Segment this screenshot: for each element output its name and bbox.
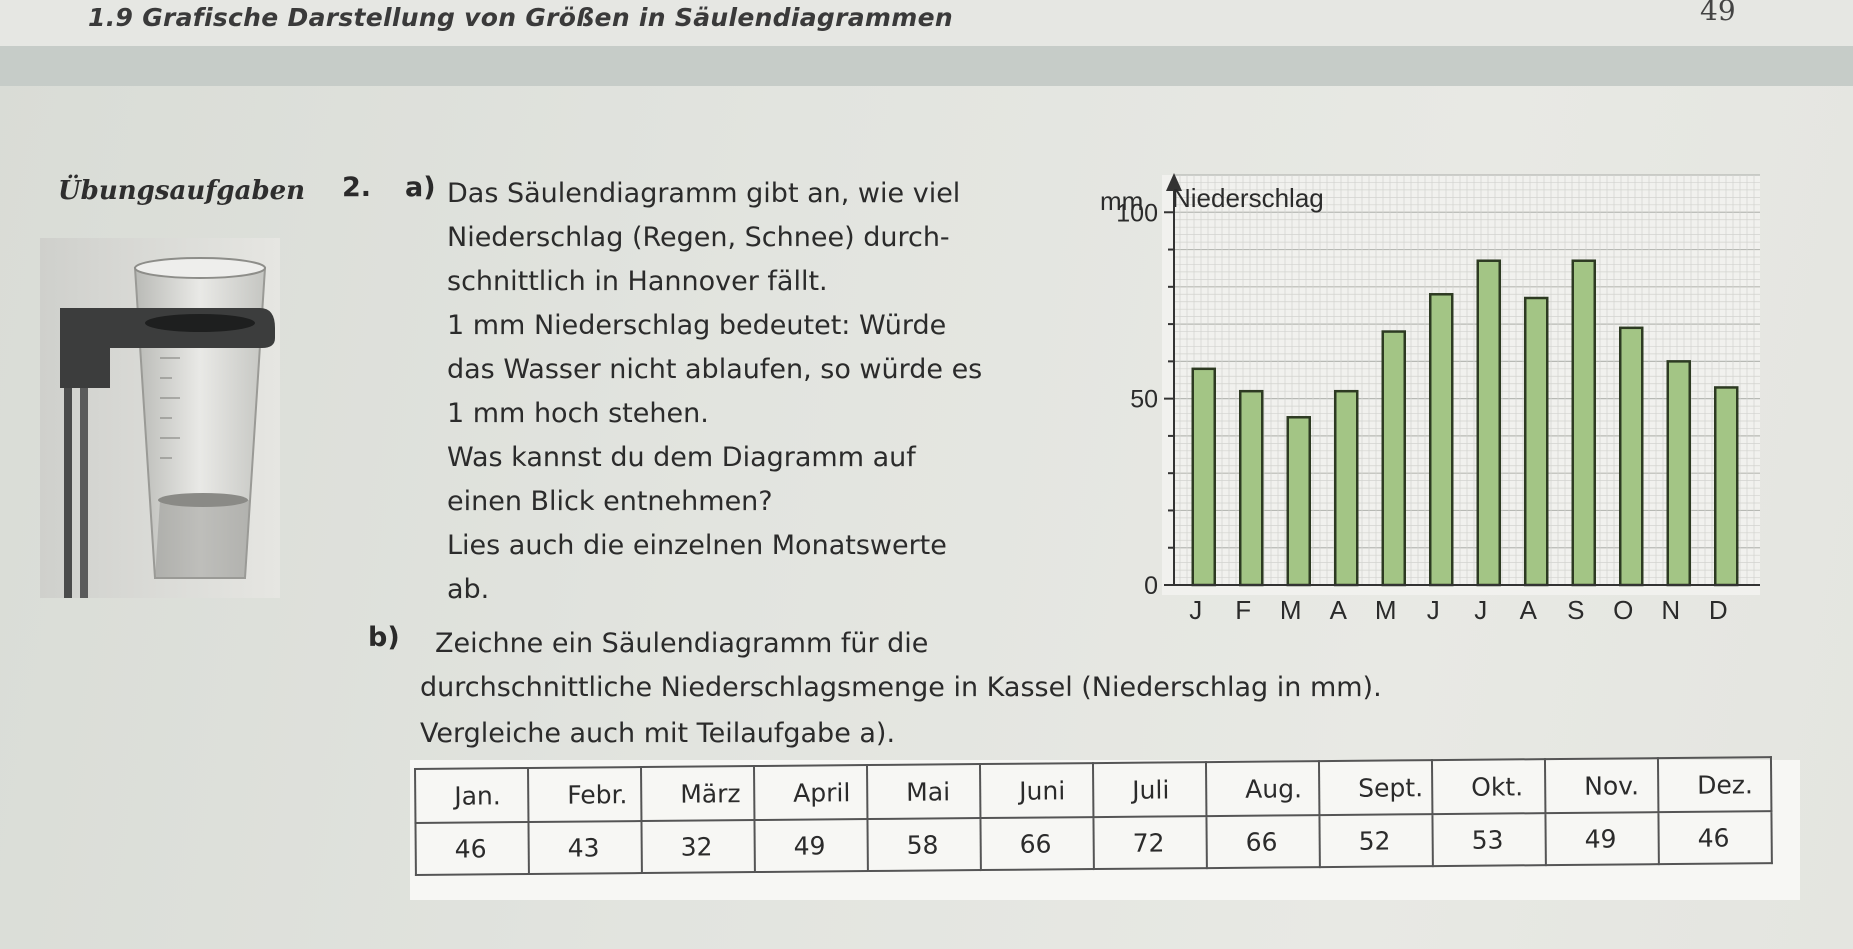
task-a-text: Das Säulendiagramm gibt an, wie viel Nie… (447, 172, 1027, 612)
exercises-label: Übungsaufgaben (58, 176, 306, 206)
task-a-line: Niederschlag (Regen, Schnee) durch- (447, 222, 950, 253)
table-value-cell: 66 (1206, 815, 1320, 869)
table-value-cell: 32 (641, 820, 755, 874)
task-a-line: schnittlich in Hannover fällt. (447, 266, 828, 297)
x-tick-label: A (1520, 595, 1538, 625)
page-header: 1.9 Grafische Darstellung von Größen in … (0, 0, 1853, 46)
x-tick-label: A (1330, 595, 1348, 625)
y-axis-unit: mm (1100, 186, 1143, 216)
chart-bar (1666, 360, 1691, 587)
x-tick-label: J (1189, 595, 1202, 625)
table-value-cell: 66 (980, 817, 1094, 871)
x-tick-label: S (1567, 595, 1584, 625)
task-a-line: einen Blick entnehmen? (447, 486, 773, 517)
table-value-cell: 43 (528, 821, 642, 875)
task-a-line: 1 mm hoch stehen. (447, 398, 709, 429)
table-month-cell: Okt. (1431, 759, 1546, 815)
y-tick-labels: 0 50 100 (1116, 199, 1158, 600)
chart-bar (1476, 259, 1501, 587)
table-value-cell: 46 (1658, 811, 1772, 865)
table-month-cell: Mai (866, 764, 981, 820)
task-b-line-2: durchschnittliche Niederschlagsmenge in … (420, 672, 1382, 703)
page-number: 49 (1700, 0, 1736, 27)
x-tick-label: M (1375, 595, 1397, 625)
y-tick-label: 100 (1116, 199, 1158, 227)
task-b-line-3: Vergleiche auch mit Teilaufgabe a). (420, 718, 896, 749)
table-month-cell: Aug. (1205, 761, 1320, 817)
table-value-cell: 58 (867, 818, 981, 872)
table-month-cell: Dez. (1657, 757, 1772, 813)
table-value-cell: 49 (1545, 812, 1659, 866)
chart-bar (1619, 326, 1644, 587)
task-a-line: das Wasser nicht ablaufen, so würde es (447, 354, 983, 385)
table-value-cell: 53 (1432, 813, 1546, 867)
table-month-cell: Nov. (1544, 758, 1659, 814)
chart-bar (1239, 389, 1264, 587)
rain-gauge-photo (40, 238, 280, 598)
table-month-cell: Sept. (1318, 760, 1433, 816)
task-b-label: b) (368, 622, 400, 653)
y-tick-label: 0 (1144, 572, 1158, 600)
x-tick-label: D (1709, 595, 1728, 625)
x-tick-label: J (1474, 595, 1487, 625)
chart-axes (1164, 173, 1760, 586)
chart-bar (1714, 386, 1739, 587)
y-axis-arrow (1166, 173, 1182, 191)
table-month-cell: Jan. (415, 768, 529, 823)
task-number: 2. (342, 172, 372, 203)
chart-bar (1381, 330, 1406, 587)
task-a-line: Was kannst du dem Diagramm auf (447, 442, 916, 473)
table-value-cell: 52 (1319, 814, 1433, 868)
table-month-cell: Febr. (528, 767, 642, 823)
task-a-line: 1 mm Niederschlag bedeutet: Würde (447, 310, 947, 341)
chart-bar (1191, 367, 1216, 587)
table-month-cell: Juli (1092, 762, 1207, 818)
table-value-row: 46 43 32 49 58 66 72 66 52 53 49 46 (415, 811, 1772, 875)
task-a-label: a) (405, 172, 436, 203)
kassel-table-area: Jan. Febr. März April Mai Juni Juli Aug. Sept. Ok… (410, 757, 1800, 900)
x-tick-label: M (1280, 595, 1302, 625)
table-value-cell: 46 (415, 822, 529, 875)
table-month-cell: Juni (979, 763, 1094, 819)
section-heading: 1.9 Grafische Darstellung von Größen in … (88, 3, 953, 32)
kassel-precipitation-table: Jan. Febr. März April Mai Juni Juli Aug. Sept. Ok… (414, 756, 1773, 876)
x-tick-label: N (1661, 595, 1680, 625)
chart-bar (1524, 296, 1549, 587)
header-band (0, 46, 1853, 86)
x-tick-label: F (1235, 595, 1251, 625)
task-a-line: ab. (447, 574, 490, 605)
task-a-line: Das Säulendiagramm gibt an, wie viel (447, 178, 961, 209)
chart-title: Niederschlag (1172, 183, 1324, 213)
table-month-cell: März (641, 766, 755, 822)
table-value-cell: 49 (754, 819, 868, 873)
table-month-cell: April (753, 765, 868, 821)
chart-bar (1571, 259, 1596, 587)
chart-bar (1334, 389, 1359, 587)
x-tick-label: O (1613, 595, 1633, 625)
task-b-line-1: Zeichne ein Säulendiagramm für die (435, 628, 929, 659)
task-a-line: Lies auch die einzelnen Monatswerte (447, 530, 947, 561)
y-tick-label: 50 (1130, 386, 1158, 414)
chart-bar (1429, 293, 1454, 587)
table-value-cell: 72 (1093, 816, 1207, 870)
x-tick-label: J (1427, 595, 1440, 625)
chart-bar (1286, 416, 1311, 587)
